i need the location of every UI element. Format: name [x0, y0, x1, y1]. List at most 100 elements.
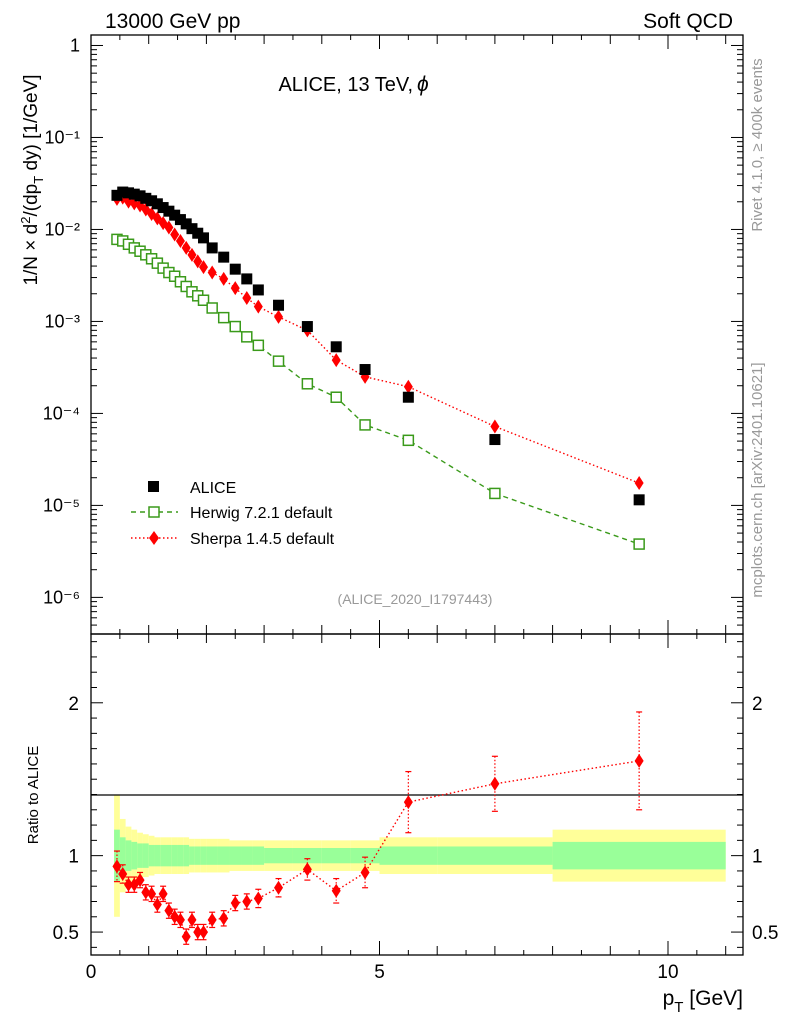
alice-point — [229, 263, 241, 275]
alice-point — [301, 321, 313, 333]
alice-point — [117, 186, 129, 198]
ratio-inner-band — [321, 848, 351, 864]
ratio-inner-band — [194, 846, 201, 865]
alice-point — [489, 434, 501, 446]
ratio-sherpa-point — [141, 885, 151, 900]
ratio-inner-band — [206, 846, 218, 865]
legend-alice-marker — [148, 481, 159, 492]
herwig-point — [330, 391, 342, 403]
ratio-inner-band — [217, 846, 230, 865]
ratio-frame — [90, 633, 744, 956]
sherpa-point — [219, 271, 229, 286]
alice-point — [633, 494, 645, 506]
sherpa-point — [181, 240, 191, 255]
ratio-x-tick-labels: 0 5 10 — [86, 962, 679, 983]
legend-sherpa-marker — [149, 531, 159, 545]
alice-point — [157, 202, 169, 214]
alice-point — [241, 273, 253, 285]
herwig-point — [402, 434, 415, 447]
ratio-y-tick-label: 1 — [68, 847, 79, 868]
ratio-inner-band — [171, 844, 178, 867]
alice-point — [123, 187, 135, 199]
ratio-inner-band — [264, 848, 293, 864]
sherpa-point — [242, 290, 252, 305]
ratio-sherpa-point — [219, 911, 229, 926]
sherpa-point — [193, 254, 203, 269]
alice-point — [330, 341, 342, 353]
ratio-sherpa-point — [152, 897, 162, 912]
ratio-sherpa-point — [187, 912, 197, 927]
x-axis-label: pT [GeV] — [663, 987, 743, 1016]
ratio-sherpa-point — [207, 912, 217, 927]
main-panel: 10⁻⁶ 10⁻⁵ 10⁻⁴ 10⁻³ 10⁻² 10⁻¹ 1 ALICE, 13 TeV,… — [18, 34, 744, 635]
ratio-sherpa-point — [158, 886, 168, 901]
legend-alice-label: ALICE — [190, 480, 236, 497]
herwig-point — [229, 320, 241, 333]
ratio-sherpa-point — [360, 865, 370, 880]
ratio-inner-band — [125, 840, 132, 871]
sherpa-point — [331, 353, 341, 368]
sherpa-point — [175, 233, 185, 248]
ratio-inner-band — [160, 844, 167, 867]
sherpa-point — [187, 247, 197, 262]
ratio-sherpa-point — [403, 795, 413, 810]
main-axis-ticks — [90, 35, 743, 635]
main-y-tick-label: 10⁻⁴ — [43, 403, 80, 423]
main-y-tick-labels: 10⁻⁶ 10⁻⁵ 10⁻⁴ 10⁻³ 10⁻² 10⁻¹ 1 — [43, 35, 80, 607]
herwig-point — [197, 294, 210, 306]
ratio-sherpa-point — [124, 877, 134, 892]
ratio-inner-band — [119, 837, 126, 874]
herwig-point — [359, 419, 371, 431]
analysis-label: (ALICE_2020_I1797443) — [338, 591, 493, 607]
herwig-point — [272, 355, 285, 367]
legend-herwig-marker — [148, 506, 160, 518]
main-y-axis-label: 1/N × d2/(dpT dy) [1/GeV] — [18, 74, 46, 285]
legend-herwig-label: Herwig 7.2.1 default — [190, 505, 333, 522]
ratio-inner-band — [189, 846, 195, 865]
main-title-phi: ϕ — [417, 73, 429, 96]
sherpa-point — [170, 227, 180, 242]
ratio-sherpa-point — [181, 929, 191, 944]
ratio-inner-band — [379, 846, 438, 865]
herwig-point — [489, 487, 501, 500]
alice-point — [169, 209, 181, 221]
alice-point — [186, 223, 198, 235]
alice-point — [174, 214, 186, 226]
ratio-y-tick-label-right: 0.5 — [752, 923, 778, 944]
alice-point — [111, 189, 123, 201]
alice-point — [134, 190, 146, 202]
alice-point — [206, 242, 218, 254]
ratio-sherpa-point — [147, 886, 157, 901]
ratio-inner-band — [292, 848, 322, 864]
ratio-sherpa-point — [164, 903, 174, 918]
ratio-sherpa-point — [135, 873, 145, 888]
ratio-sherpa-point — [230, 896, 240, 911]
herwig-point — [633, 538, 645, 550]
ratio-y-tick-label-right: 2 — [752, 694, 763, 715]
ratio-y-tick-label-right: 1 — [752, 847, 763, 868]
alice-point — [218, 251, 230, 263]
ratio-x-tick-label: 10 — [657, 962, 678, 983]
herwig-point — [241, 331, 253, 343]
alice-point — [163, 205, 175, 217]
ratio-x-tick-label: 0 — [86, 962, 97, 983]
ratio-uncertainty-bands — [114, 794, 726, 917]
ratio-x-tick-label: 5 — [374, 962, 385, 983]
ratio-sherpa-point — [253, 891, 263, 906]
ratio-sherpa-point — [274, 880, 284, 895]
ratio-inner-band — [137, 843, 143, 868]
ratio-sherpa-point — [175, 912, 185, 927]
ratio-inner-band — [154, 844, 161, 867]
ratio-sherpa-point — [193, 925, 203, 940]
main-y-tick-label: 10⁻² — [44, 219, 80, 239]
alice-point — [402, 391, 414, 403]
ratio-series-points — [112, 711, 644, 945]
header-category-label: Soft QCD — [643, 10, 733, 33]
source-label: mcplots.cern.ch [arXiv:2401.10621] — [749, 362, 766, 597]
alice-point — [198, 232, 210, 244]
herwig-point — [217, 311, 230, 324]
ratio-inner-band — [229, 846, 242, 865]
sherpa-point — [490, 419, 500, 434]
ratio-y-tick-label: 2 — [68, 694, 79, 715]
